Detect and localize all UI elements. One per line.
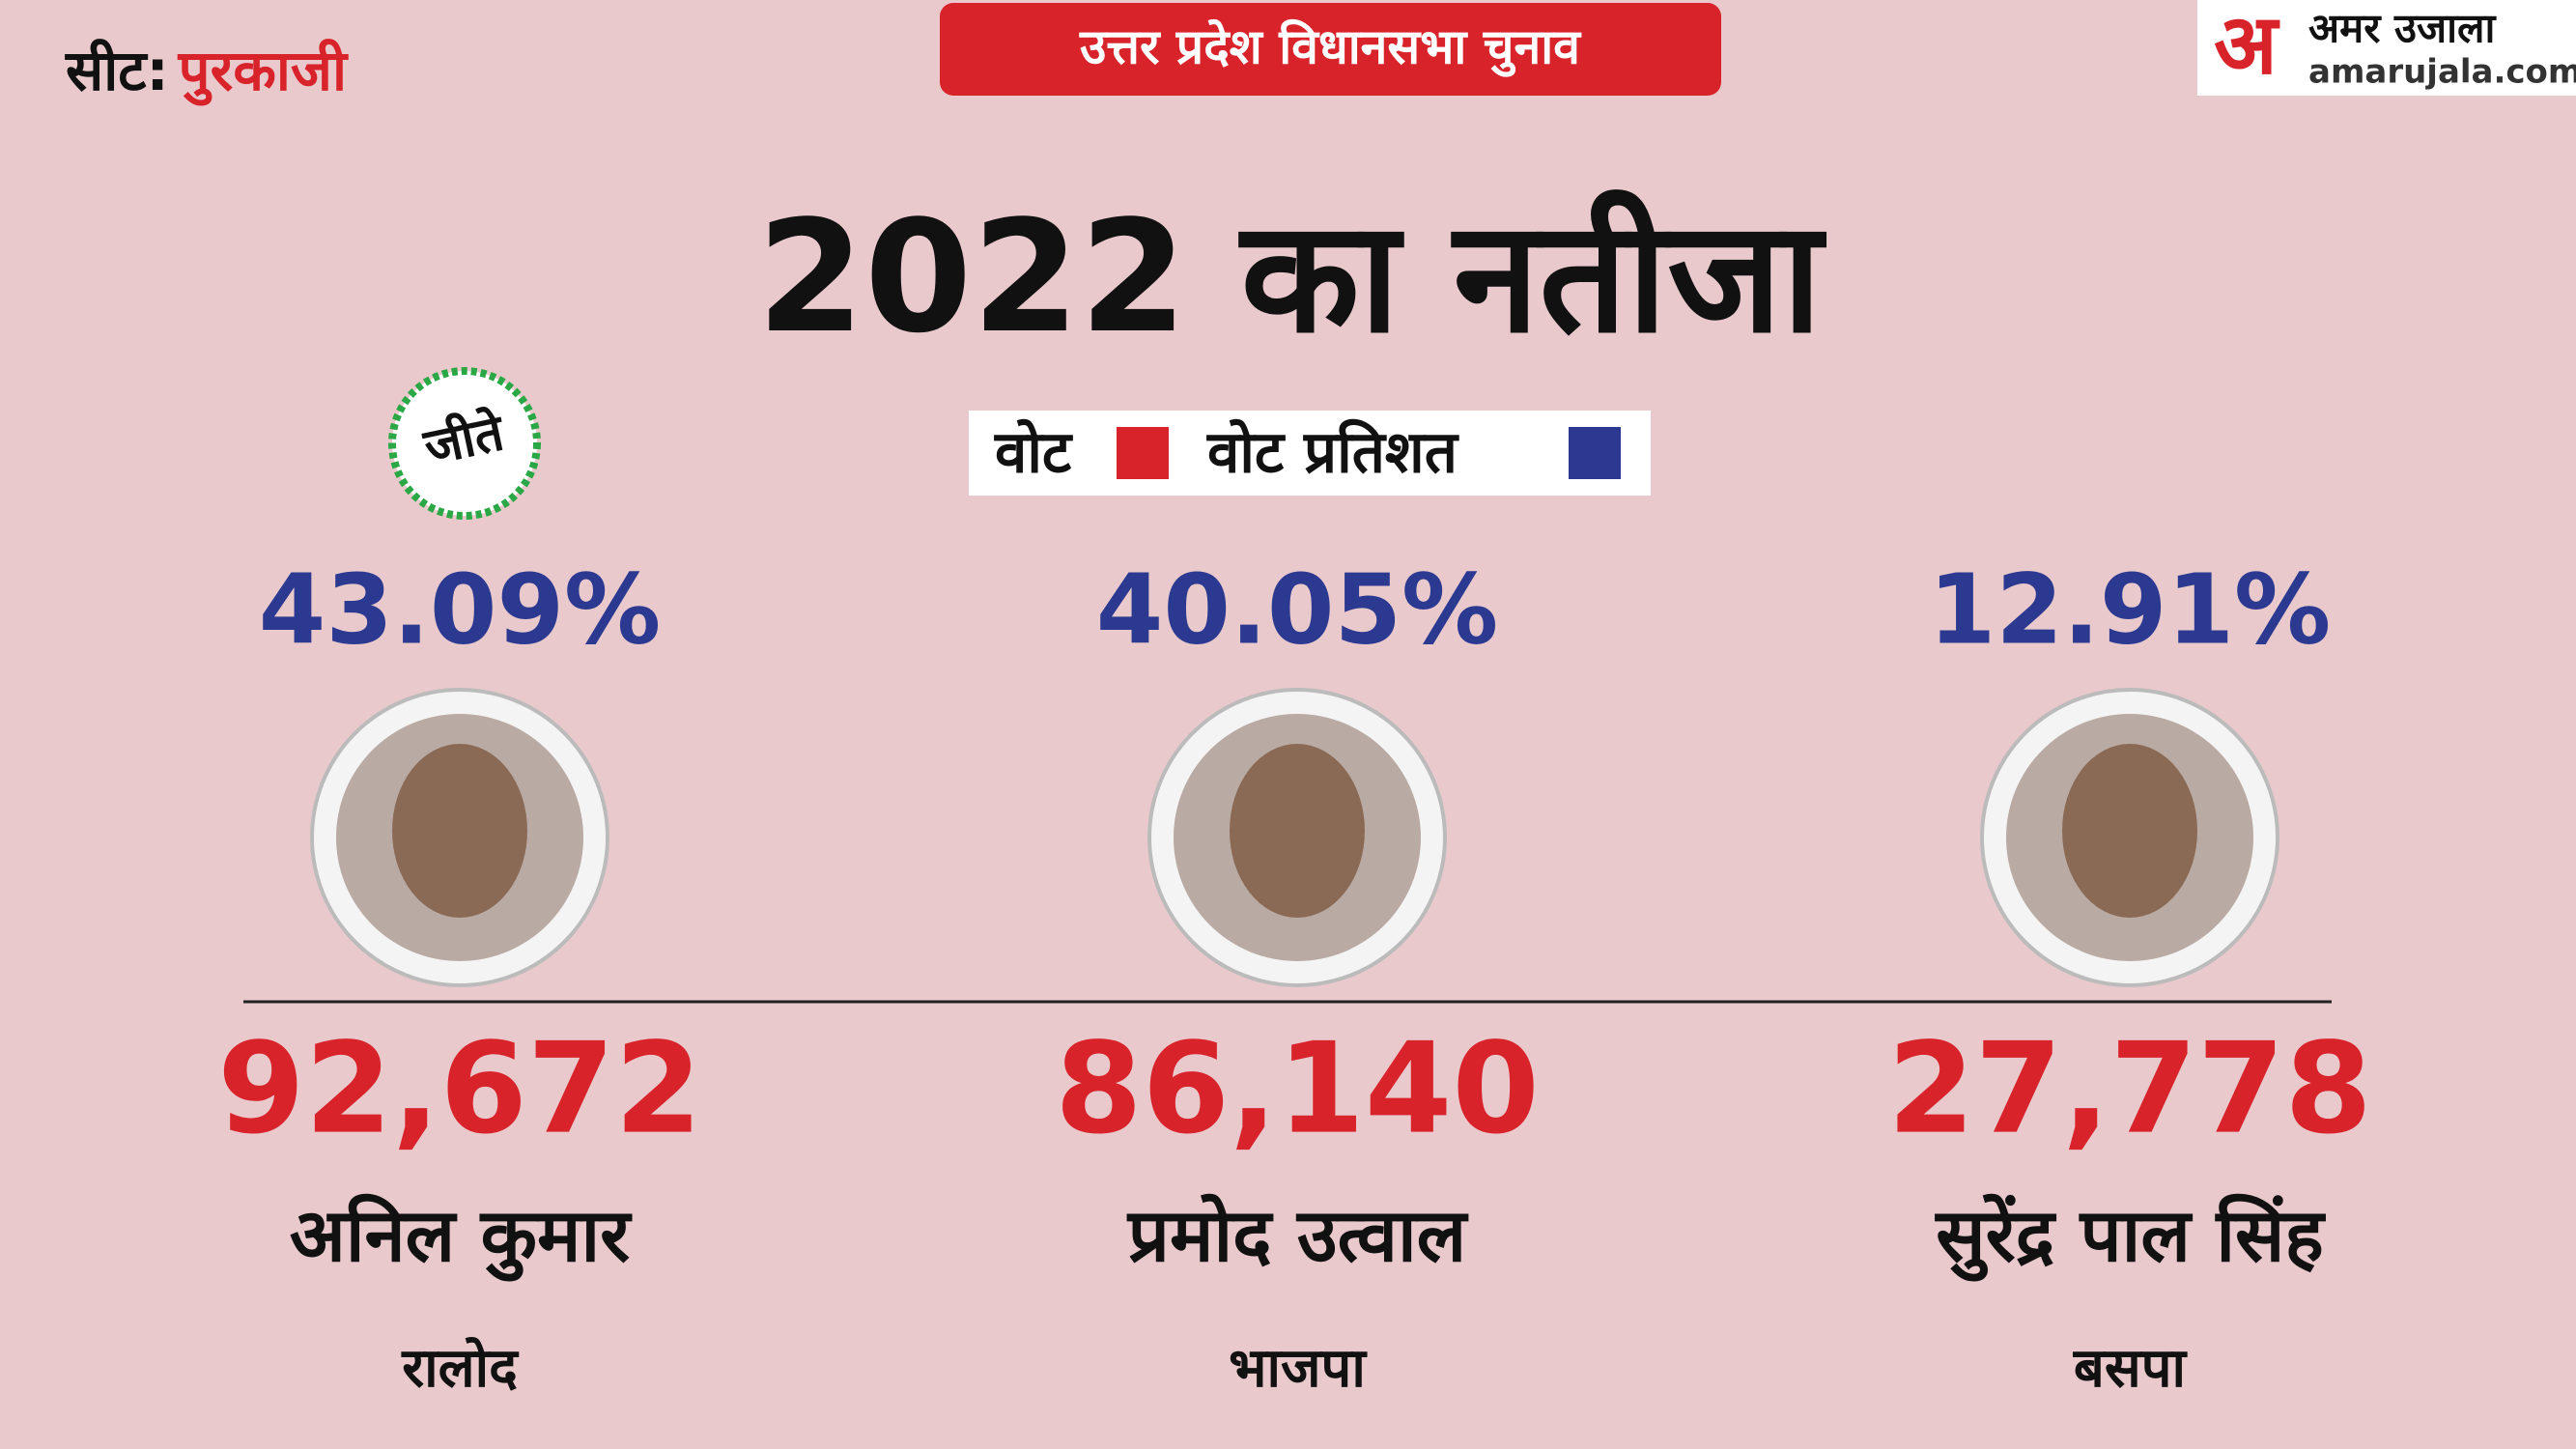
party: बसपा bbox=[2073, 1337, 2189, 1400]
logo-name: अमर उजाला bbox=[2308, 5, 2498, 52]
votes: 92,672 bbox=[217, 1015, 702, 1162]
candidate-name: सुरेंद्र पाल सिंह bbox=[1934, 1192, 2326, 1282]
votes: 27,778 bbox=[1887, 1015, 2372, 1162]
logo-box bbox=[2197, 0, 2576, 96]
legend-swatch bbox=[1569, 427, 1621, 479]
vote-share: 12.91% bbox=[1929, 553, 2332, 666]
photo-face bbox=[2062, 744, 2197, 918]
seat-name: पुरकाजी bbox=[178, 38, 349, 106]
banner-text: उत्तर प्रदेश विधानसभा चुनाव bbox=[1079, 19, 1582, 78]
winner-badge-circle bbox=[388, 367, 541, 520]
banner bbox=[940, 3, 1721, 96]
candidate-name: प्रमोद उत्वाल bbox=[1126, 1192, 1469, 1278]
legend-label: वोट प्रतिशत bbox=[1206, 419, 1459, 487]
candidate-name: अनिल कुमार bbox=[290, 1192, 633, 1282]
party: भाजपा bbox=[1229, 1337, 1368, 1400]
vote-share: 43.09% bbox=[259, 553, 662, 666]
seat-label: सीट: पुरकाजी bbox=[65, 38, 349, 106]
logo-mark: अ bbox=[2214, 0, 2280, 93]
photo-face bbox=[392, 744, 527, 918]
legend-label: वोट bbox=[994, 419, 1074, 487]
logo-site: amarujala.com bbox=[2308, 53, 2576, 92]
vote-share: 40.05% bbox=[1096, 553, 1499, 666]
seat-label-text: सीट: bbox=[65, 38, 169, 103]
legend-swatch bbox=[1117, 427, 1169, 479]
legend-box bbox=[969, 411, 1651, 496]
votes: 86,140 bbox=[1055, 1015, 1540, 1162]
photo-face bbox=[1230, 744, 1365, 918]
party: रालोद bbox=[401, 1336, 520, 1400]
title: 2022 का नतीजा bbox=[757, 186, 1827, 367]
